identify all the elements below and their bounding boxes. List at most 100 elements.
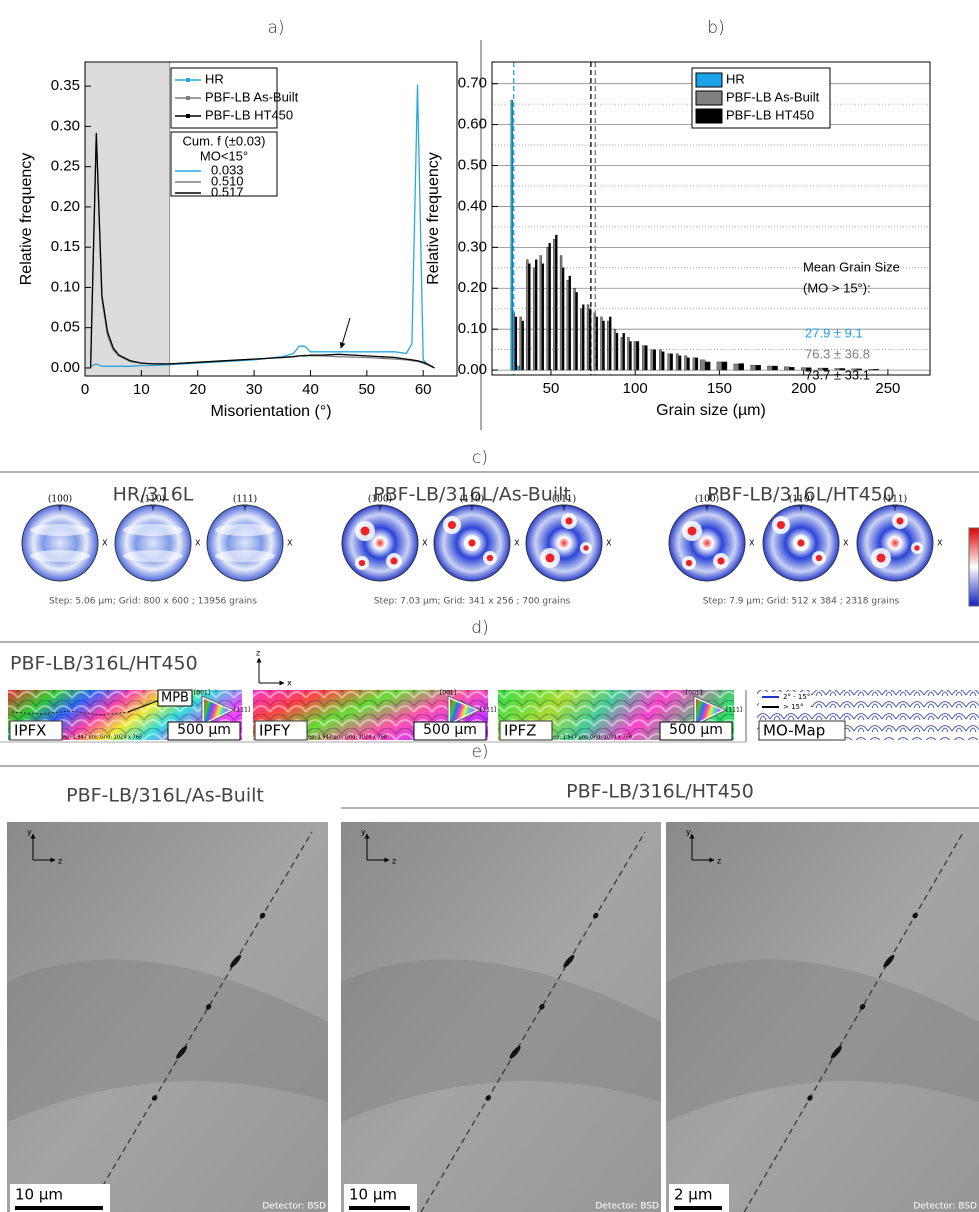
bar [629,341,632,371]
bar [686,357,690,371]
bar [789,367,795,371]
pore [912,912,918,919]
mo-legend-label: 2° - 15° [783,693,810,701]
bar [600,316,603,371]
legend-label: HR [205,71,224,86]
scale-label: 500 µm [177,722,231,738]
bar [636,341,640,371]
crack [420,831,646,1212]
axis-label: X [195,539,201,548]
pole-figure-title: PBF-LB/316L/HT450 [707,484,895,506]
bse-image [666,822,979,1212]
bar [586,304,590,371]
axis-label: z [256,649,260,658]
bar [716,361,723,371]
pole-band [123,550,183,562]
bar [580,308,583,371]
arrow [339,317,351,349]
plot-frame [84,61,458,377]
bar [642,345,646,371]
y-tick-label: 0.40 [458,197,487,214]
pole-figure-caption: Step: 7.03 µm; Grid: 341 x 256 ; 700 gra… [374,597,571,607]
y-tick-label: 0.15 [51,238,80,255]
axis-label: X [937,539,943,548]
shaded-region [84,61,171,377]
pole-figure-title: PBF-LB/316L/As-Built [373,484,571,506]
pole-figure-caption: Step: 5.06 µm; Grid: 800 x 600 ; 13956 g… [49,597,257,607]
x-tick-label: 100 [623,380,648,397]
panel-label: d) [471,618,488,638]
legend-marker [186,114,190,118]
pole-blob [390,557,398,565]
bar [620,337,623,371]
detector-label: Detector: BSD [595,1202,659,1212]
bar [692,357,696,371]
y-tick-label: 0.35 [51,77,80,94]
pole-blob [468,539,476,547]
map-label-box [9,720,63,741]
bar [541,263,545,371]
axis-label: z [717,857,721,866]
bar [822,367,829,371]
bar [521,320,524,371]
y-tick-label: 0.00 [458,361,487,378]
map-label: IPFZ [504,722,536,740]
legend-label: PBF-LB As-Built [205,89,299,104]
y-tick-label: 0.30 [458,238,487,255]
map-label: IPFY [259,722,291,740]
pole-figure [341,504,419,582]
pore [259,912,266,919]
legend-marker [186,96,190,100]
bar [561,267,565,371]
bar [548,243,551,371]
step-label: Step: 1.947 µm; Grid: 1024 x 768 [58,735,142,741]
pole-blob [687,526,697,536]
axis-label: z [392,857,396,866]
scale-box [659,721,733,741]
axis-label: X [514,539,520,548]
bar [573,288,576,371]
pole-figure [21,504,99,582]
x-tick-label: 200 [791,380,816,397]
grain [666,959,979,1122]
pole-band [30,550,90,562]
x-tick-label: 30 [246,381,263,398]
bar [526,259,529,371]
x-tick-label: 250 [875,380,900,397]
bse-title: PBF-LB/316L/As-Built [66,785,264,807]
mo-legend-label: > 15° [783,703,804,711]
pole-blob [447,520,457,530]
axis-label: Y [242,504,248,513]
bar [613,329,617,371]
pole-figure [206,504,284,582]
annotation: (MO > 15°): [803,280,871,295]
axis-label: X [749,539,755,548]
axis-label: Y [892,504,898,513]
ipf-key-label: [001] [194,690,210,697]
scale-bar [15,1206,103,1210]
axis-label: Y [377,504,383,513]
plane-label: (110) [141,494,165,505]
y-tick-label: 0.05 [51,319,80,336]
bar [602,320,605,371]
bar [675,353,679,371]
bar [755,365,761,371]
bar [633,341,637,371]
bar [559,255,563,371]
axis-label: X [102,539,108,548]
y-tick-label: 0.10 [51,278,80,295]
pore [205,1003,212,1010]
crack [86,831,313,1212]
x-tick-label: 10 [133,381,150,398]
axis-label: Y [561,504,567,513]
y-axis-title: Relative frequency [18,153,35,286]
bar [667,353,671,371]
bar [514,316,518,371]
bar [684,355,688,371]
pole-blob [914,545,920,551]
pore [859,1003,866,1010]
y-tick-label: 0.20 [458,279,487,296]
bar [582,304,585,371]
bar [733,363,739,371]
